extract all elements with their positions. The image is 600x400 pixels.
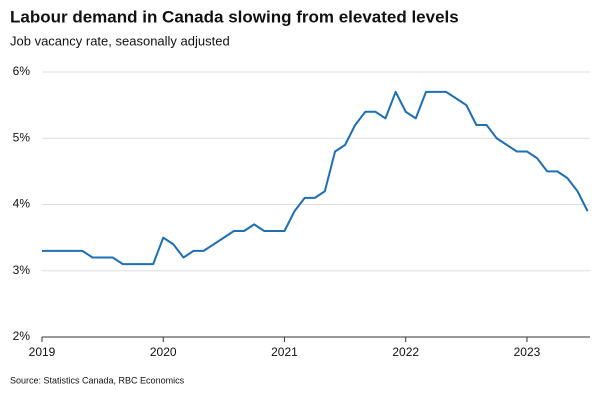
y-tick-label: 2%	[13, 329, 31, 343]
y-tick-label: 3%	[13, 263, 31, 277]
y-tick-label: 5%	[13, 130, 31, 144]
data-line	[42, 90, 589, 266]
source-note: Source: Statistics Canada, RBC Economics	[10, 375, 185, 385]
chart-subtitle: Job vacancy rate, seasonally adjusted	[10, 33, 230, 48]
x-tick-label: 2019	[29, 345, 56, 359]
x-tick-label: 2021	[271, 345, 298, 359]
x-tick-label: 2020	[150, 345, 177, 359]
y-tick-label: 6%	[13, 64, 31, 78]
x-tick-label: 2022	[392, 345, 419, 359]
x-tick-label: 2023	[514, 345, 541, 359]
chart-title: Labour demand in Canada slowing from ele…	[10, 7, 459, 26]
y-tick-label: 4%	[13, 197, 31, 211]
